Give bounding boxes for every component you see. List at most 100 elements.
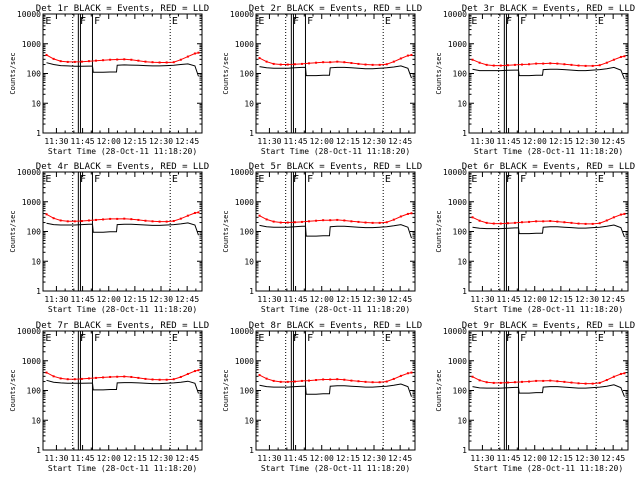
x-tick-label: 11:30 [470,137,494,146]
region-label: F [307,333,313,344]
lld-point [506,64,509,67]
lld-point [556,220,559,223]
x-tick-label: 12:45 [601,295,625,304]
lld-point [123,217,126,220]
lld-point [570,63,573,66]
lld-point [158,61,161,64]
region-label: E [45,333,51,344]
lld-point [410,212,413,215]
x-tick-label: 12:00 [310,137,334,146]
lld-point [158,220,161,223]
y-tick-label: 100 [453,70,468,79]
y-tick-label: 10 [31,99,41,108]
lld-point [492,381,495,384]
panel-title: Det 9r BLACK = Events, RED = LLD [462,321,635,331]
y-axis-label: Counts/sec [222,369,230,411]
lld-point [272,62,275,65]
lld-point [329,219,332,222]
lld-point [300,62,303,65]
lld-point [392,377,395,380]
lld-point [406,54,409,57]
lld-point [506,222,509,225]
region-label: E [385,16,391,27]
region-label: F [520,174,526,185]
events-series-line [259,65,412,79]
y-axis-label: Counts/sec [435,369,443,411]
lld-series-line [472,213,625,225]
lld-point [172,220,175,223]
x-axis-label: Start Time (28-Oct-11 11:18:20) [474,147,623,156]
lld-point [478,61,481,64]
lld-point [95,376,97,379]
lld-point [279,380,282,383]
lld-point [478,219,481,222]
x-tick-label: 11:30 [470,295,494,304]
lld-point [52,217,55,220]
y-tick-label: 1 [36,287,41,296]
detector-panel-4: Det 4r BLACK = Events, RED = LLD 1 10 100 10… [9,162,209,314]
x-tick-label: 12:00 [523,137,547,146]
lld-point [499,64,502,67]
lld-point [165,378,168,381]
region-label: E [385,174,391,185]
x-tick-label: 11:45 [71,295,95,304]
lld-point [399,374,402,377]
lld-point [542,379,545,382]
y-tick-label: 1 [36,446,41,455]
lld-point [513,221,516,224]
x-axis-label: Start Time (28-Oct-11 11:18:20) [48,147,197,156]
lld-point [605,61,608,64]
lld-point [80,220,83,223]
y-tick-label: 10 [244,99,254,108]
lld-point [123,375,126,378]
lld-point [591,382,594,385]
y-tick-label: 10000 [17,10,41,19]
lld-point [471,58,474,61]
lld-point [137,218,140,221]
y-tick-label: 1000 [448,40,467,49]
region-label: F [293,16,299,27]
lld-point [258,214,261,217]
lld-point [542,62,545,65]
lld-point [322,378,325,381]
lld-point [116,217,119,220]
region-label: E [45,174,51,185]
lld-point [549,62,552,65]
lld-point [308,379,310,382]
panel-title: Det 5r BLACK = Events, RED = LLD [249,162,422,172]
lld-point [66,60,69,63]
plot-frame [255,13,416,134]
lld-point [293,221,296,224]
lld-point [45,371,48,374]
y-tick-label: 1000 [22,357,41,366]
y-tick-label: 100 [453,228,468,237]
y-tick-label: 10000 [230,327,254,336]
lld-point [535,379,538,382]
lld-point [186,55,189,58]
y-tick-label: 100 [240,228,255,237]
y-tick-label: 10000 [230,168,254,177]
lld-point [563,63,566,66]
y-tick-label: 100 [240,70,255,79]
x-tick-label: 12:45 [601,137,625,146]
lld-point [371,381,374,384]
y-tick-label: 10 [31,257,41,266]
lld-point [322,219,325,222]
x-tick-label: 12:00 [97,137,121,146]
panel-title: Det 1r BLACK = Events, RED = LLD [36,4,209,14]
lld-point [322,61,325,64]
x-tick-label: 11:45 [71,454,95,463]
lld-point [172,61,175,64]
x-tick-label: 12:30 [575,295,599,304]
lld-point [193,211,196,214]
lld-point [279,221,282,224]
lld-point [137,59,140,62]
y-tick-label: 100 [453,387,468,396]
events-series-line [46,222,199,236]
x-tick-label: 12:15 [549,295,573,304]
lld-point [193,370,196,373]
lld-point [623,55,626,58]
region-label: E [471,16,477,27]
x-axis-label: Start Time (28-Oct-11 11:18:20) [261,464,410,473]
lld-point [258,374,261,377]
